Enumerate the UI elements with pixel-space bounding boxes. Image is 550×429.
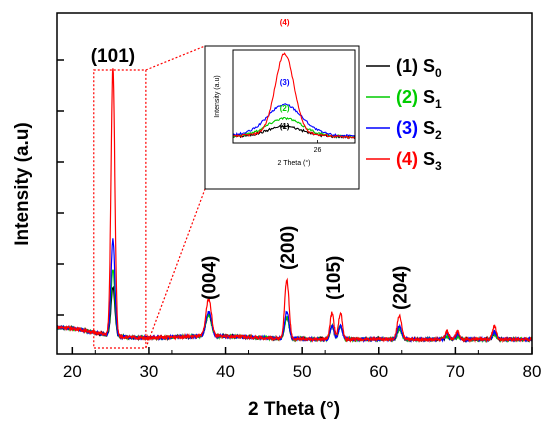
y-axis-title: Intensity (a.u)	[12, 122, 33, 246]
inset-series-line	[233, 52, 356, 140]
peak-label: (200)	[278, 226, 299, 270]
zoom-guides	[93, 45, 206, 349]
x-tick-label: 70	[446, 362, 465, 381]
legend-label: (2) S1	[396, 87, 442, 111]
series-line-0	[56, 285, 533, 344]
series-line-3	[56, 68, 533, 344]
inset-series-line	[232, 103, 356, 139]
legend-label: (3) S2	[396, 118, 442, 142]
inset-x-tick-label: 26	[314, 147, 322, 154]
x-tick-label: 60	[369, 362, 388, 381]
x-tick-label: 50	[293, 362, 312, 381]
legend-label: (4) S3	[396, 149, 442, 173]
y-axis	[57, 59, 64, 316]
x-tick-label: 30	[139, 362, 158, 381]
inset-border	[204, 45, 360, 190]
x-axis: 20 30 40 50 60 70 80	[63, 347, 542, 381]
zoom-line	[145, 45, 206, 71]
peak-labels: (101) (004) (200) (105) (204)	[91, 46, 412, 310]
peak-label: (101)	[91, 46, 135, 67]
inset-y-title: Intensity (a.u)	[214, 75, 221, 117]
inset-chart: 26 2 Theta (°) Intensity (a.u) (1) (2) (3) (4)	[204, 18, 360, 190]
legend-label: (1) S0	[396, 56, 442, 80]
zoom-line	[145, 188, 206, 349]
peak-label: (204)	[390, 266, 411, 310]
x-tick-label: 80	[523, 362, 542, 381]
inset-series-tag: (2)	[280, 104, 290, 113]
inset-series-tag: (4)	[280, 18, 290, 27]
x-axis-title: 2 Theta (°)	[248, 399, 340, 420]
zoom-box	[93, 69, 147, 349]
x-tick-label: 20	[63, 362, 82, 381]
peak-label: (004)	[200, 256, 221, 300]
series-line-1	[56, 269, 533, 344]
inset-x-title: 2 Theta (°)	[277, 159, 310, 167]
inset-series-tag: (3)	[280, 78, 290, 87]
peak-label: (105)	[324, 256, 345, 300]
legend: (1) S0 (2) S1 (3) S2 (4) S3	[366, 56, 442, 173]
plot-frame	[56, 12, 533, 355]
x-tick-label: 40	[216, 362, 235, 381]
main-series-group	[56, 68, 533, 344]
inset-frame	[232, 49, 356, 144]
inset-series-tag: (1)	[280, 122, 290, 131]
